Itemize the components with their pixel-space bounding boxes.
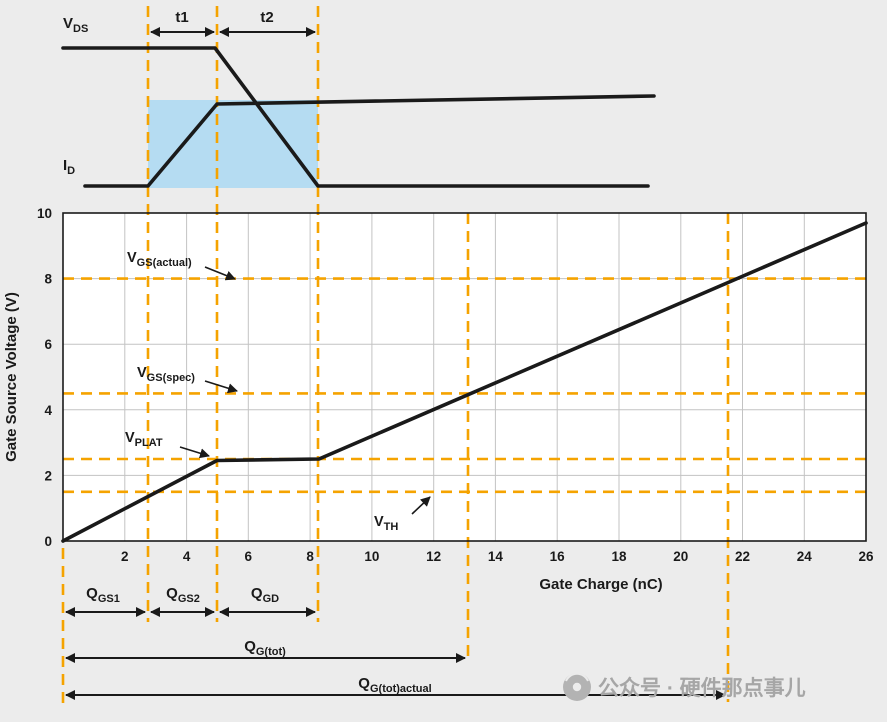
x-tick: 4	[183, 549, 191, 564]
plot-area	[63, 213, 866, 541]
dashed-guides	[61, 6, 866, 708]
x-tick: 22	[735, 549, 750, 564]
gridlines	[63, 213, 866, 541]
y-axis-title: Gate Source Voltage (V)	[3, 292, 20, 462]
vgs-actual-pointer-arrow	[204, 266, 236, 281]
id-label: ID	[63, 157, 75, 177]
vgs-curve	[61, 221, 868, 543]
t1-label: t1	[175, 9, 188, 26]
x-tick: 18	[611, 549, 627, 564]
y-axis-ticks: 10 8 6 4 2 0	[37, 206, 53, 549]
watermark: 公众号 · 硬件那点事儿	[563, 672, 806, 701]
t2-label: t2	[260, 9, 273, 26]
x-tick: 16	[550, 549, 566, 564]
x-tick: 10	[364, 549, 379, 564]
vth-pointer-arrow	[411, 496, 431, 515]
vplat-pointer-arrow	[179, 446, 210, 459]
y-tick: 4	[44, 403, 52, 418]
vgs-spec-pointer-arrow	[204, 380, 238, 394]
y-tick: 2	[44, 468, 52, 483]
qgs1-label: QGS1	[86, 585, 120, 605]
x-tick: 2	[121, 549, 129, 564]
switching-region-shade	[148, 100, 318, 188]
qg-tot-actual-label: QG(tot)actual	[358, 675, 431, 695]
vds-label: VDS	[63, 15, 88, 35]
vplat-label: VPLAT	[125, 430, 163, 449]
x-axis-ticks: 2 4 6 8 10 12 14 16 18 20 22 24 26	[121, 549, 874, 564]
plot-border	[62, 212, 867, 542]
watermark-text: 公众号 · 硬件那点事儿	[598, 676, 806, 700]
vgs-actual-label: VGS(actual)	[127, 250, 192, 269]
y-tick: 0	[44, 534, 52, 549]
qgd-label: QGD	[251, 585, 279, 605]
vds-waveform	[61, 46, 650, 188]
id-waveform	[83, 94, 656, 188]
x-tick: 8	[306, 549, 314, 564]
x-tick: 20	[673, 549, 688, 564]
wechat-logo-icon-arc	[565, 672, 589, 682]
x-axis-title: Gate Charge (nC)	[539, 576, 662, 593]
y-tick: 8	[44, 272, 52, 287]
x-tick: 12	[426, 549, 441, 564]
qg-tot-label: QG(tot)	[244, 638, 286, 658]
y-tick: 6	[44, 337, 52, 352]
vgs-spec-label: VGS(spec)	[137, 365, 195, 384]
x-tick: 14	[488, 549, 504, 564]
x-tick: 26	[858, 549, 874, 564]
qgs2-label: QGS2	[166, 585, 200, 605]
x-tick: 6	[245, 549, 253, 564]
y-tick: 10	[37, 206, 52, 221]
x-tick: 24	[797, 549, 813, 564]
wechat-logo-icon-center	[572, 682, 582, 692]
vth-label: VTH	[374, 514, 398, 533]
